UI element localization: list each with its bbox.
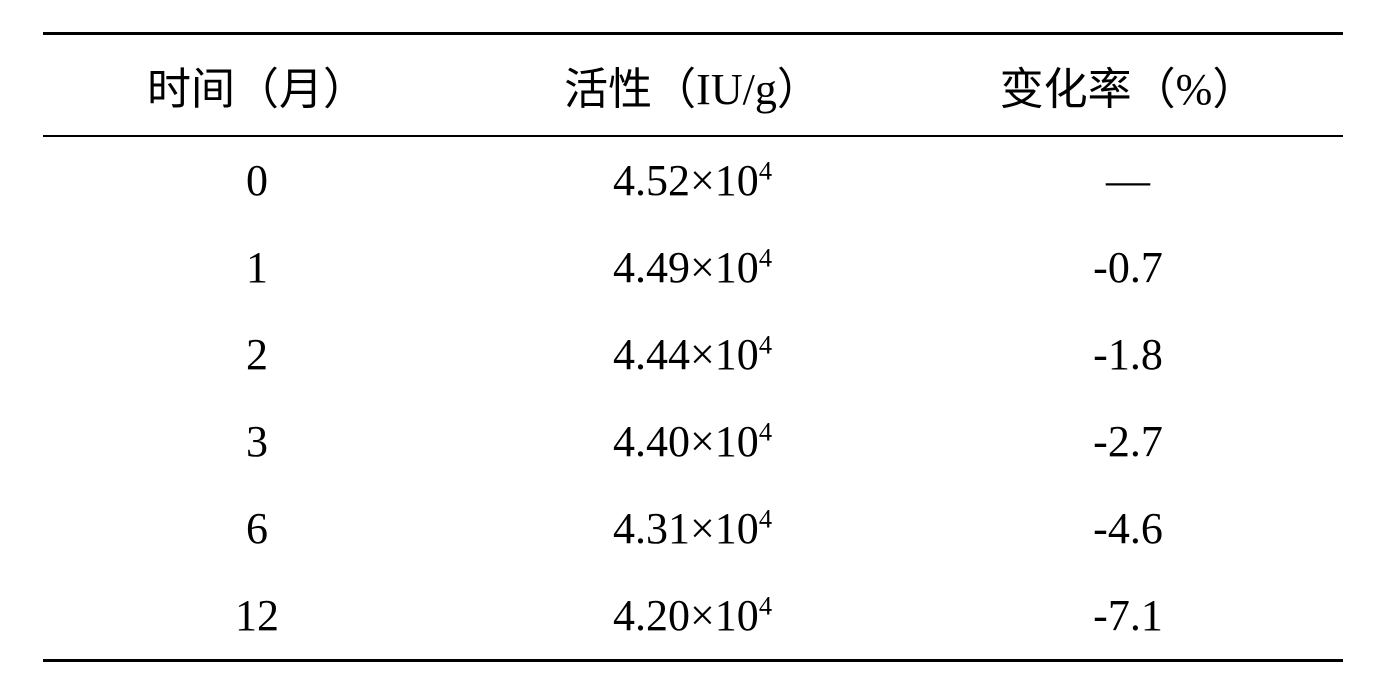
cell-time: 0 (43, 136, 472, 224)
cell-activity: 4.52×104 (472, 136, 914, 224)
cell-activity: 4.49×104 (472, 224, 914, 311)
cell-rate: -1.8 (914, 311, 1343, 398)
stability-table-container: 时间（月） 活性（IU/g） 变化率（%） 0 4.52×104 — 1 4.4… (43, 32, 1343, 662)
cell-time: 6 (43, 485, 472, 572)
table-body: 0 4.52×104 — 1 4.49×104 -0.7 2 4.44×104 … (43, 136, 1343, 661)
cell-rate: -2.7 (914, 398, 1343, 485)
cell-activity: 4.44×104 (472, 311, 914, 398)
table-row: 1 4.49×104 -0.7 (43, 224, 1343, 311)
cell-rate: — (914, 136, 1343, 224)
table-row: 3 4.40×104 -2.7 (43, 398, 1343, 485)
cell-time: 1 (43, 224, 472, 311)
cell-activity: 4.20×104 (472, 572, 914, 661)
cell-rate: -7.1 (914, 572, 1343, 661)
table-row: 2 4.44×104 -1.8 (43, 311, 1343, 398)
cell-time: 3 (43, 398, 472, 485)
header-time: 时间（月） (43, 34, 472, 137)
cell-activity: 4.31×104 (472, 485, 914, 572)
table-row: 12 4.20×104 -7.1 (43, 572, 1343, 661)
header-rate: 变化率（%） (914, 34, 1343, 137)
cell-time: 2 (43, 311, 472, 398)
cell-time: 12 (43, 572, 472, 661)
table-header-row: 时间（月） 活性（IU/g） 变化率（%） (43, 34, 1343, 137)
cell-rate: -4.6 (914, 485, 1343, 572)
stability-table: 时间（月） 活性（IU/g） 变化率（%） 0 4.52×104 — 1 4.4… (43, 32, 1343, 662)
header-activity: 活性（IU/g） (472, 34, 914, 137)
cell-rate: -0.7 (914, 224, 1343, 311)
table-row: 6 4.31×104 -4.6 (43, 485, 1343, 572)
table-row: 0 4.52×104 — (43, 136, 1343, 224)
cell-activity: 4.40×104 (472, 398, 914, 485)
